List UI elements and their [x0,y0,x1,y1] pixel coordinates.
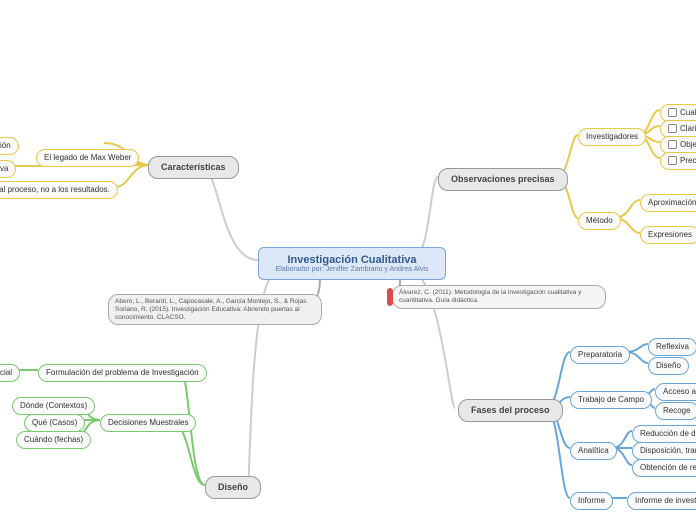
label-dec-d2: Qué (Casos) [32,418,77,427]
node-dec-d3[interactable]: Cuándo (fechas) [16,431,91,449]
center-title: Investigación Cualitativa [275,254,429,266]
label-trab-t2: Recoge [663,406,691,415]
label-trabajo: Trabajo de Campo [578,395,644,404]
node-investigadores[interactable]: Investigadores [578,128,646,146]
center-subtitle: Elaborador por: Jeniffer Zambrano y Andr… [275,266,429,273]
node-formulacion[interactable]: Formulación del problema de Investigació… [38,364,207,382]
label-dec-d1: Dónde (Contextos) [20,401,87,410]
node-metodo-m2[interactable]: Expresiones [640,226,696,244]
label-fases: Fases del proceso [471,405,550,415]
label-inv-i3: Objet [680,140,696,149]
checkbox-icon [668,140,677,149]
node-carac-child-1[interactable]: ión [0,137,19,155]
label-preparatoria: Preparatoria [578,350,622,359]
label-decisiones: Decisiones Muestrales [108,418,188,427]
label-metodo: Método [586,216,613,225]
node-inf-n1[interactable]: Informe de investi [627,492,696,510]
node-decisiones[interactable]: Decisiones Muestrales [100,414,196,432]
center-node[interactable]: Investigación Cualitativa Elaborador por… [258,247,446,280]
reference-bar-icon [387,288,393,306]
label-observaciones: Observaciones precisas [451,174,555,184]
node-weber[interactable]: El legado de Max Weber [36,149,139,167]
node-preparatoria[interactable]: Preparatoria [570,346,630,364]
checkbox-icon [668,156,677,165]
label-analitica: Analítica [578,446,609,455]
label-formulacion: Formulación del problema de Investigació… [46,368,199,377]
node-analitica[interactable]: Analítica [570,442,617,460]
node-prep-p2[interactable]: Diseño [648,357,689,375]
node-trab-t1[interactable]: Acceso a [655,383,696,401]
label-inv-i2: Clari [680,124,696,133]
node-inv-i2[interactable]: Clari [660,120,696,138]
label-anal-a1: Reducción de dato [640,429,696,438]
node-inv-i3[interactable]: Objet [660,136,696,154]
label-inf-n1: Informe de investi [635,496,696,505]
label-inv-i1: Cuali [680,108,696,117]
node-trabajo[interactable]: Trabajo de Campo [570,391,652,409]
node-dec-d2[interactable]: Qué (Casos) [24,414,85,432]
label-dec-d3: Cuándo (fechas) [24,435,83,444]
reference-left-text: Abero, L., Berardi, L., Capocasale, A., … [115,298,306,321]
node-prep-p1[interactable]: Reflexiva [648,338,696,356]
node-diseno[interactable]: Diseño [205,476,261,499]
node-formulacion-child[interactable]: cial [0,364,20,382]
reference-right-text: Álvarez, C. (2011). Metodología de la in… [399,289,581,304]
reference-left[interactable]: Abero, L., Berardi, L., Capocasale, A., … [108,294,322,325]
label-carac-c2: va [0,164,8,173]
node-fases[interactable]: Fases del proceso [458,399,563,422]
node-observaciones[interactable]: Observaciones precisas [438,168,568,191]
label-caracteristicas: Características [161,162,226,172]
label-anal-a3: Obtención de resu [640,463,696,472]
label-carac-c3: rientada al proceso, no a los resultados… [0,185,110,194]
label-weber: El legado de Max Weber [44,153,131,162]
node-trab-t2[interactable]: Recoge [655,402,696,420]
node-carac-child-3[interactable]: rientada al proceso, no a los resultados… [0,181,118,199]
reference-right[interactable]: Álvarez, C. (2011). Metodología de la in… [392,285,606,309]
node-dec-d1[interactable]: Dónde (Contextos) [12,397,95,415]
label-anal-a2: Disposición, tran [640,446,696,455]
node-anal-a2[interactable]: Disposición, tran [632,442,696,460]
node-anal-a3[interactable]: Obtención de resu [632,459,696,477]
label-carac-c1: ión [0,141,11,150]
node-inv-i4[interactable]: Preci [660,152,696,170]
label-formulacion-child: cial [0,368,12,377]
label-metodo-m1: Aproximación [648,198,696,207]
label-metodo-m2: Expresiones [648,230,692,239]
node-informe[interactable]: Informe [570,492,613,510]
node-metodo[interactable]: Método [578,212,621,230]
label-informe: Informe [578,496,605,505]
checkbox-icon [668,124,677,133]
label-prep-p1: Reflexiva [656,342,689,351]
node-carac-child-2[interactable]: va [0,160,16,178]
label-trab-t1: Acceso a [663,387,696,396]
label-diseno: Diseño [218,482,248,492]
checkbox-icon [668,108,677,117]
label-prep-p2: Diseño [656,361,681,370]
node-inv-i1[interactable]: Cuali [660,104,696,122]
node-caracteristicas[interactable]: Características [148,156,239,179]
label-investigadores: Investigadores [586,132,638,141]
node-metodo-m1[interactable]: Aproximación [640,194,696,212]
label-inv-i4: Preci [680,156,696,165]
node-anal-a1[interactable]: Reducción de dato [632,425,696,443]
